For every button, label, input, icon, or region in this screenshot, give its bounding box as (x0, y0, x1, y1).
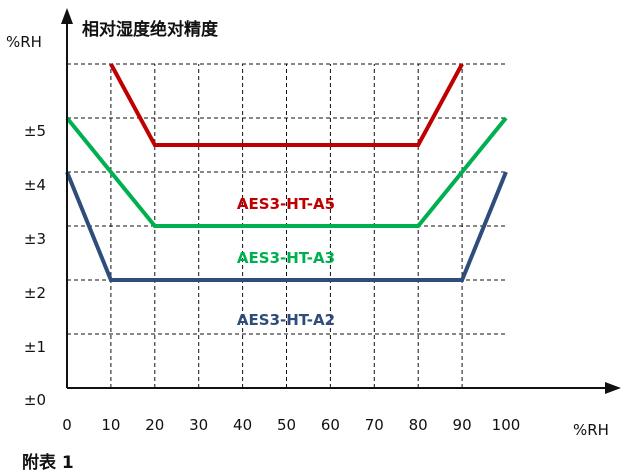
series-label-aes3-ht-a3: AES3-HT-A3 (237, 249, 335, 267)
series-label-aes3-ht-a5: AES3-HT-A5 (237, 195, 335, 213)
x-tick-label: 10 (101, 416, 120, 434)
series-labels: AES3-HT-A5 AES3-HT-A3 AES3-HT-A2 (237, 195, 335, 329)
y-axis-arrow (61, 8, 73, 24)
axes (61, 8, 621, 394)
x-tick-label: 60 (321, 416, 340, 434)
series-lines (65, 63, 508, 282)
y-tick-label: ±0 (24, 391, 46, 409)
x-tick-label: 80 (409, 416, 428, 434)
series-line-aes3-ht-a5 (109, 63, 464, 147)
y-tick-label: ±1 (24, 338, 46, 356)
y-tick-label: ±2 (24, 284, 46, 302)
y-tick-label: ±3 (24, 230, 46, 248)
x-tick-label: 90 (453, 416, 472, 434)
x-axis-label: %RH (573, 421, 609, 439)
chart-title: 相对湿度绝对精度 (82, 19, 219, 40)
series-line-aes3-ht-a2 (65, 171, 508, 282)
x-tick-label: 0 (62, 416, 72, 434)
x-tick-label: 40 (233, 416, 252, 434)
series-line-aes3-ht-a3 (65, 116, 508, 228)
series-label-aes3-ht-a2: AES3-HT-A2 (237, 311, 335, 329)
x-tick-label: 30 (189, 416, 208, 434)
x-tick-label: 50 (277, 416, 296, 434)
tick-labels: 0 10 20 30 40 50 60 70 80 90 100 ±0 ±1 ±2 ±3 ±4 ±5 (24, 122, 520, 434)
x-tick-label: 100 (492, 416, 521, 434)
y-tick-label: ±4 (24, 176, 46, 194)
x-axis-arrow (605, 382, 621, 394)
y-tick-label: ±5 (24, 122, 46, 140)
figure-caption: 附表 1 (22, 452, 74, 472)
y-axis-label: %RH (6, 33, 42, 51)
x-tick-label: 70 (365, 416, 384, 434)
x-tick-label: 20 (145, 416, 164, 434)
